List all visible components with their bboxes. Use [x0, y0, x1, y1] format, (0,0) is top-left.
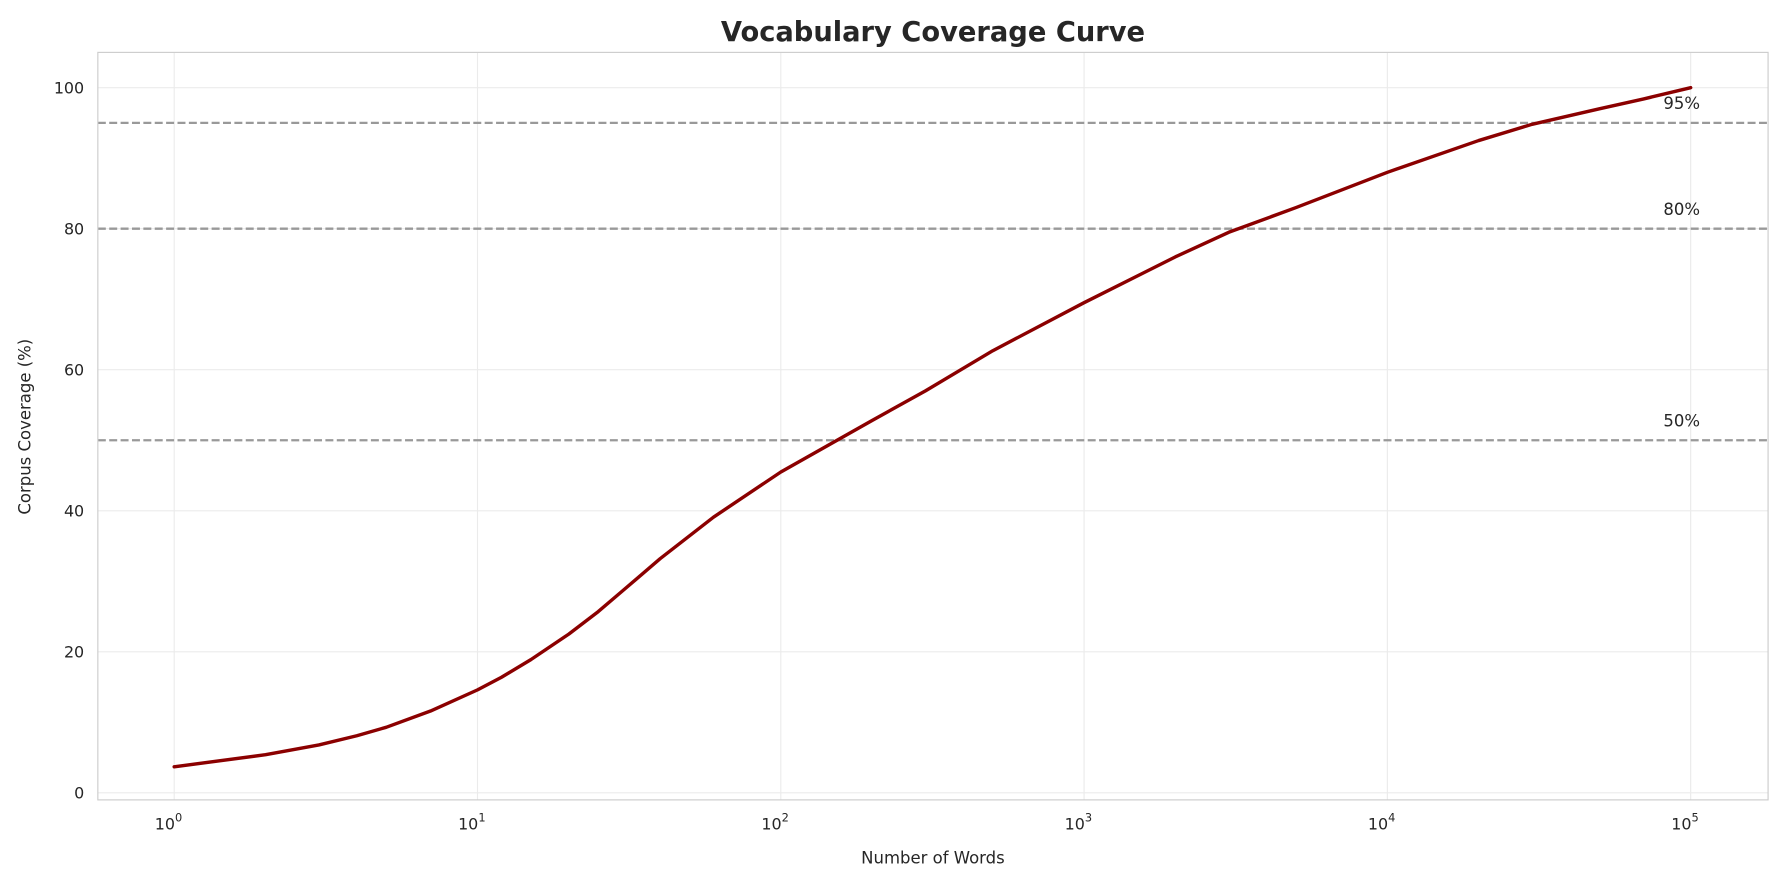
- reference-lines: 50% 80% 95%: [97, 94, 1769, 442]
- reference-label: 95%: [1663, 94, 1700, 113]
- x-tick-label: 100: [155, 811, 182, 834]
- y-tick-label: 20: [64, 642, 84, 661]
- grid: [97, 52, 1769, 800]
- reference-label: 80%: [1663, 200, 1700, 219]
- x-tick-label: 104: [1368, 811, 1395, 834]
- y-axis-label: Corpus Coverage (%): [16, 339, 35, 515]
- x-tick-label: 101: [458, 811, 485, 834]
- plot-frame: [97, 51, 1769, 801]
- chart-title: Vocabulary Coverage Curve: [721, 17, 1145, 48]
- x-tick-label: 103: [1065, 811, 1092, 834]
- y-tick-label: 100: [54, 78, 84, 97]
- series-layer: [172, 85, 1693, 769]
- y-tick-label: 60: [64, 360, 84, 379]
- reference-label: 50%: [1663, 412, 1700, 431]
- coverage-line: [172, 85, 1693, 769]
- x-tick-label: 105: [1671, 811, 1698, 834]
- y-tick-label: 80: [64, 219, 84, 238]
- y-ticks: 0 20 40 60 80 100: [54, 78, 84, 802]
- x-axis-label: Number of Words: [861, 849, 1005, 868]
- y-tick-label: 0: [74, 784, 84, 803]
- x-ticks: 100 101 102 103 104 105: [155, 811, 1699, 834]
- x-tick-label: 102: [761, 811, 788, 834]
- y-tick-label: 40: [64, 501, 84, 520]
